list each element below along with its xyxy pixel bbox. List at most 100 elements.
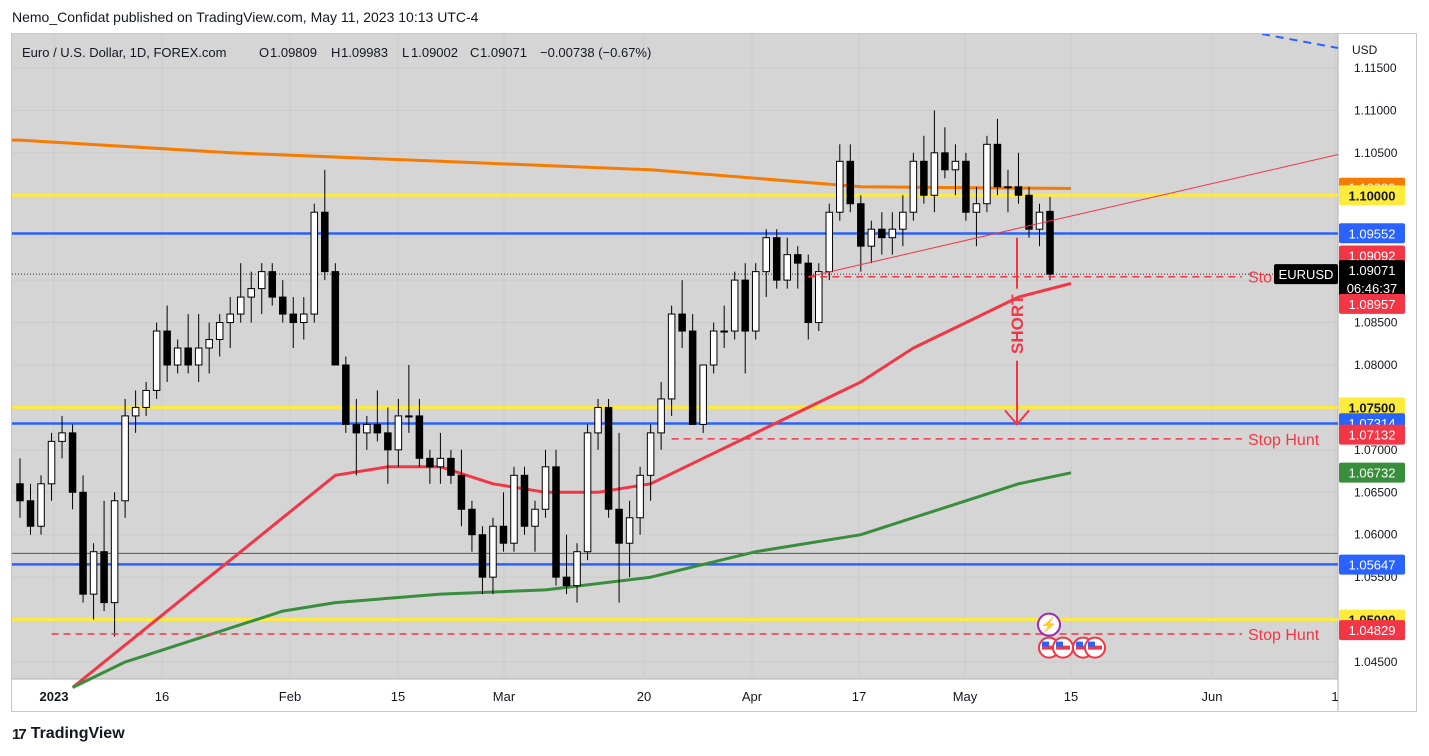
y-tick-label: 1.11500 <box>1354 61 1397 75</box>
currency-label: USD <box>1352 43 1378 57</box>
y-tick-label: 1.04500 <box>1354 655 1398 669</box>
candle-up <box>142 389 150 408</box>
ma-line-orange-ma <box>19 138 1072 190</box>
candle-up <box>625 517 634 544</box>
candle-down <box>857 203 865 247</box>
candle-down <box>373 423 382 434</box>
candle-up <box>594 406 602 434</box>
candle-up <box>825 211 834 273</box>
candle-down <box>615 508 623 544</box>
short-arrow-head <box>1004 409 1030 426</box>
axis-price-badge <box>1339 424 1405 445</box>
candle-down <box>1014 186 1023 196</box>
moving-averages-layer <box>12 138 1072 689</box>
us-flag-stripe <box>1056 645 1070 650</box>
candle-down <box>352 423 361 434</box>
candle-down <box>688 330 697 425</box>
candle-up <box>257 271 266 290</box>
candle-up <box>131 406 140 417</box>
candle-down <box>278 296 287 315</box>
stop-hunt-label: Stop Hunt <box>1248 627 1320 644</box>
candle-down <box>100 551 108 604</box>
candle-up <box>573 551 581 587</box>
us-flag-stripe <box>1042 645 1056 650</box>
us-flag-canton <box>1076 641 1083 647</box>
legend-o-value: 1.09809 <box>270 45 317 60</box>
y-tick-label: 1.06500 <box>1354 485 1398 499</box>
candle-down <box>384 432 392 451</box>
axis-price-badge-text: 1.10000 <box>1349 188 1396 203</box>
y-tick-label: 1.07000 <box>1354 443 1398 457</box>
axis-price-badge-text: 1.08957 <box>1349 297 1396 312</box>
trendline <box>808 154 1339 278</box>
candles-layer <box>16 110 1054 637</box>
candle-down <box>741 279 749 332</box>
x-tick-label: 2023 <box>40 689 69 704</box>
x-axis-layer: 2023 16 Feb 15 Mar 20 Apr 17 May 15 Jun 1 <box>40 689 1339 704</box>
candle-up <box>173 347 182 366</box>
ma-line-red-ma <box>71 282 1072 689</box>
legend-l-value: 1.09002 <box>411 45 458 60</box>
candle-up <box>300 313 308 324</box>
candle-up <box>751 271 760 332</box>
x-tick-label: 20 <box>637 689 651 704</box>
candle-up <box>489 525 497 578</box>
x-tick-label: 17 <box>852 689 866 704</box>
candle-down <box>941 152 949 171</box>
x-tick-label: Mar <box>493 689 516 704</box>
candle-up <box>730 279 739 332</box>
candle-down <box>804 262 813 324</box>
axis-price-badge <box>1339 293 1405 314</box>
x-tick-label: 16 <box>155 689 169 704</box>
price-chart[interactable]: Sto Stop Hunt Stop Hunt SHORT ⚡ EURUSD 1.1150… <box>12 33 1416 711</box>
candle-down <box>520 474 529 527</box>
candle-down <box>163 330 171 366</box>
symbol-badge-text: EURUSD <box>1279 267 1334 282</box>
candle-up <box>667 313 676 400</box>
lightning-icon <box>1037 612 1061 637</box>
candle-up <box>867 228 876 247</box>
axis-price-badge <box>1339 185 1405 206</box>
candle-down <box>447 457 455 476</box>
axis-price-badge-text: 1.05647 <box>1349 558 1396 573</box>
candle-down <box>321 211 329 273</box>
tradingview-brand: TradingView <box>30 725 125 742</box>
candle-up <box>720 330 728 333</box>
axis-price-badge <box>1339 554 1405 575</box>
annotations-layer: Sto Stop Hunt Stop Hunt SHORT ⚡ EURUSD <box>51 33 1339 659</box>
us-flag-stripe <box>1088 645 1102 650</box>
symbol-badge <box>1274 264 1338 285</box>
candle-up <box>762 237 770 273</box>
candle-down <box>772 237 781 281</box>
y-axis-layer: 1.115001.110001.105001.100001.095001.090… <box>1339 61 1405 669</box>
candle-down <box>26 500 35 527</box>
y-tick-label: 1.08500 <box>1354 316 1398 330</box>
tradingview-logo[interactable]: 17 TradingView <box>12 725 125 743</box>
candle-up <box>37 483 45 527</box>
candle-up <box>1035 211 1044 230</box>
candle-up <box>205 339 213 349</box>
candle-down <box>342 364 350 425</box>
axis-price-badge-text: 06:46:37 <box>1347 281 1398 296</box>
candle-down <box>16 483 24 502</box>
candle-down <box>478 534 487 578</box>
candle-up <box>930 152 939 196</box>
axis-price-badge <box>1339 397 1405 418</box>
axis-price-badge-text: 1.07132 <box>1349 428 1396 443</box>
candle-down <box>562 576 571 587</box>
candle-down <box>962 160 970 213</box>
ma-line-green-ma <box>71 471 1072 689</box>
candle-up <box>152 330 161 391</box>
lightning-glyph: ⚡ <box>1040 617 1057 634</box>
candle-up <box>226 313 234 324</box>
candle-up <box>436 457 445 468</box>
candle-up <box>89 551 98 595</box>
candle-down <box>468 508 476 536</box>
tradingview-logo-icon: 17 <box>12 725 27 743</box>
y-tick-label: 1.08000 <box>1354 358 1398 372</box>
candle-up <box>836 160 844 213</box>
candle-down <box>499 525 508 544</box>
us-flag-canton <box>1056 641 1063 647</box>
candle-down <box>268 271 277 298</box>
us-flag-canton <box>1042 641 1049 647</box>
